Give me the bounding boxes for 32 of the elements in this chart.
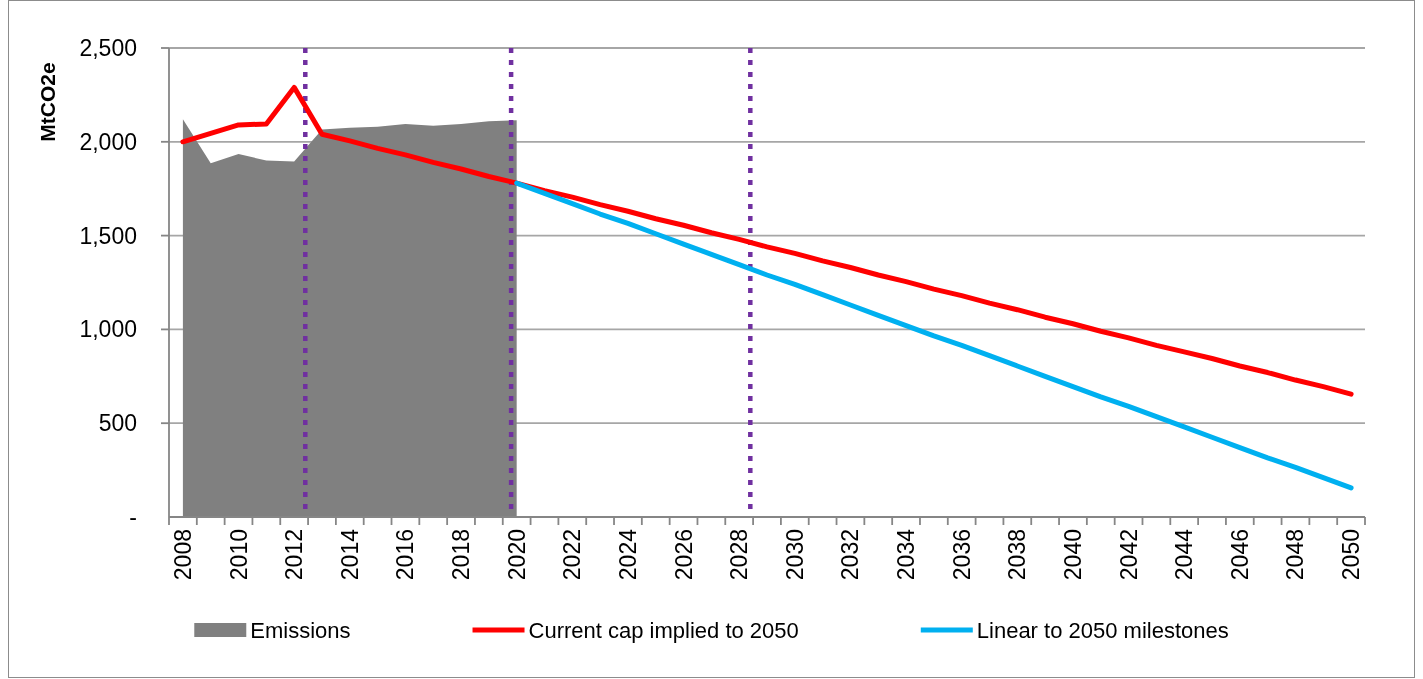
- x-tick-label: 2018: [448, 529, 475, 581]
- x-tick-label: 2020: [503, 529, 530, 581]
- x-tick-label: 2036: [948, 529, 975, 581]
- x-tick-label: 2040: [1059, 529, 1086, 581]
- legend-label: Current cap implied to 2050: [528, 617, 799, 643]
- legend-label: Emissions: [250, 617, 351, 643]
- y-tick-label: 1,500: [79, 222, 137, 249]
- x-tick-label: 2026: [670, 529, 697, 581]
- x-tick-label: 2012: [281, 529, 308, 581]
- x-tick-label: 2032: [837, 529, 864, 581]
- x-tick-label: 2044: [1171, 528, 1198, 581]
- x-tick-label: 2030: [781, 529, 808, 581]
- x-tick-label: 2050: [1338, 529, 1365, 581]
- x-tick-label: 2028: [726, 529, 753, 581]
- y-tick-label: 500: [98, 410, 137, 437]
- y-tick-label: -: [129, 504, 137, 530]
- x-tick-label: 2024: [614, 528, 641, 581]
- x-tick-label: 2016: [392, 529, 419, 581]
- x-tick-label: 2010: [225, 529, 252, 581]
- x-tick-label: 2014: [336, 528, 363, 581]
- y-tick-label: 2,500: [79, 35, 137, 61]
- x-tick-label: 2034: [893, 528, 920, 581]
- x-tick-label: 2008: [169, 529, 196, 581]
- x-tick-label: 2046: [1226, 529, 1253, 581]
- x-tick-label: 2022: [559, 529, 586, 581]
- legend-label: Linear to 2050 milestones: [976, 617, 1229, 643]
- y-tick-label: 2,000: [79, 128, 137, 155]
- x-tick-label: 2042: [1115, 529, 1142, 581]
- y-tick-label: 1,000: [79, 316, 137, 343]
- x-tick-label: 2048: [1282, 529, 1309, 581]
- x-tick-label: 2038: [1004, 529, 1031, 581]
- y-axis-title: MtCO2e: [35, 62, 59, 142]
